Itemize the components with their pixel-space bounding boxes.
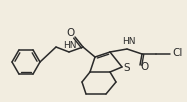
- Text: HN: HN: [122, 38, 136, 47]
- Text: HN: HN: [63, 42, 77, 50]
- Text: S: S: [124, 63, 130, 73]
- Text: O: O: [141, 62, 149, 72]
- Text: Cl: Cl: [173, 48, 183, 58]
- Text: O: O: [67, 28, 75, 38]
